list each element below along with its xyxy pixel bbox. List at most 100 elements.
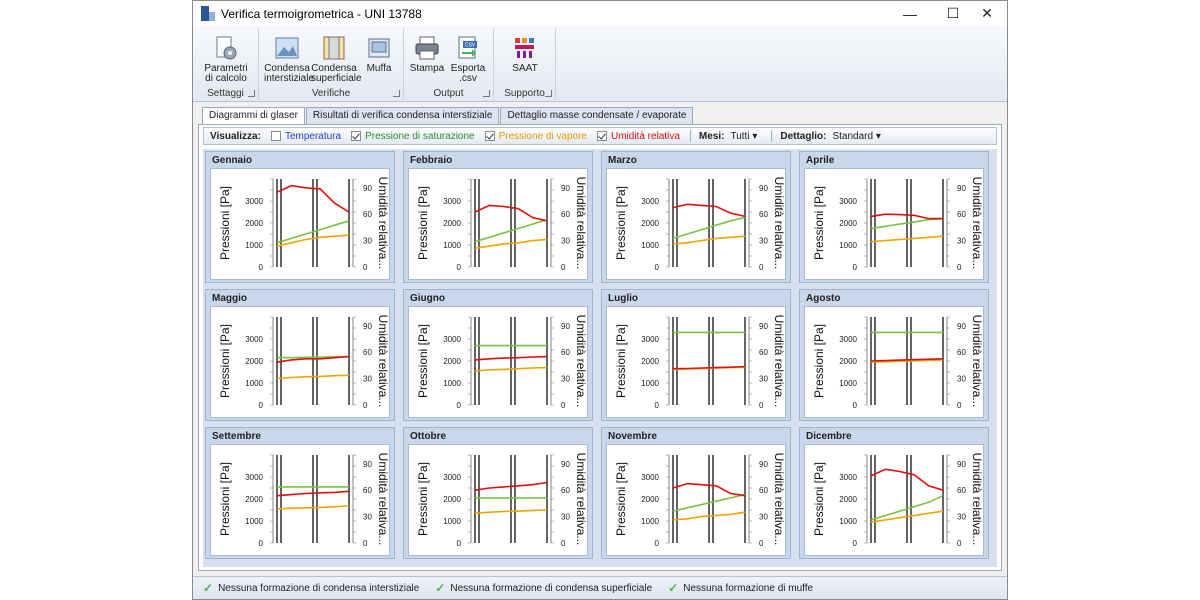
glaser-chart-grid: Gennaio Pressioni [Pa] Umidità relativa...… [203,149,997,567]
tick-label-right: 90 [957,184,966,193]
ribbon-group-label: Output [433,88,464,99]
maximize-button[interactable]: ☐ [946,5,960,21]
month-chart: Febbraio Pressioni [Pa] Umidità relativa..… [403,151,593,283]
month-title: Marzo [608,155,637,166]
checkbox[interactable] [351,131,362,141]
status-item: ✓ Nessuna formazione di muffe [668,581,813,595]
parametri-di-calcolo-button[interactable]: Parametri di calcolo [198,30,254,86]
toolbar-separator [771,130,773,142]
tick-label-left: 0 [655,263,660,272]
vapor-pressure-series-line [672,235,746,245]
vapor-pressure-series-line [474,366,548,372]
tick-label-left: 3000 [443,197,461,206]
tick-label-left: 2000 [839,357,857,366]
chart-area: Pressioni [Pa] Umidità relativa... 3000 200… [408,444,588,556]
y-axis-label-left: Pressioni [Pa] [614,186,628,260]
month-title: Aprile [806,155,835,166]
chart-area: Pressioni [Pa] Umidità relativa... 3000 200… [804,444,984,556]
tick-label-left: 0 [853,263,858,272]
mesi-dropdown[interactable]: Tutti ▾ [730,130,758,142]
title-bar: Verifica termoigrometrica - UNI 13788 — … [193,1,1007,26]
tick-label-right: 0 [363,263,368,272]
tab-dettaglio-masse[interactable]: Dettaglio masse condensate / evaporate [500,107,694,125]
month-title: Dicembre [806,431,852,442]
tick-label-right: 0 [759,539,764,548]
saturation-pressure-series-line [276,220,350,244]
month-chart: Agosto Pressioni [Pa] Umidità relativa... 3… [799,289,989,421]
condensa-interstiziale-button[interactable]: Condensa interstiziale [264,30,314,86]
humidity-series-line [870,213,943,220]
checkbox[interactable] [270,131,281,141]
tick-label-right: 90 [759,184,768,193]
dialog-launcher-icon[interactable] [248,90,255,97]
visualizza-option[interactable]: Pressione di saturazione [351,131,475,142]
stampa-button[interactable]: Stampa [407,30,447,86]
svg-text:CSV: CSV [465,43,476,49]
dialog-launcher-icon[interactable] [545,90,552,97]
tick-label-left: 0 [853,401,858,410]
y-axis-label-right: Umidità relativa... [970,453,983,546]
option-label: Umidità relativa [611,130,680,142]
tick-label-right: 60 [957,210,966,219]
chart-area: Pressioni [Pa] Umidità relativa... 3000 200… [408,168,588,280]
y-axis-label-left: Pressioni [Pa] [812,462,826,536]
tick-label-left: 3000 [245,335,263,344]
ribbon-group-supporto: SAAT Supporto [494,28,556,100]
ribbon-group-verifiche: Condensa interstiziale Condensa superfici… [259,28,404,100]
checkbox[interactable] [484,131,495,141]
visualizza-option[interactable]: Pressione di vapore [484,131,587,142]
tick-label-left: 2000 [245,219,263,228]
chart-area: Pressioni [Pa] Umidità relativa... 3000 200… [210,444,390,556]
printer-icon [415,36,439,60]
saat-logo-icon [515,38,534,58]
tick-label-left: 3000 [839,473,857,482]
chart-area: Pressioni [Pa] Umidità relativa... 3000 200… [210,306,390,418]
window-frame-icon [368,38,390,58]
tick-label-left: 3000 [839,197,857,206]
vapor-pressure-series-line [474,238,548,250]
visualizza-option[interactable]: Umidità relativa [597,131,680,142]
tab-risultati-condensa[interactable]: Risultati di verifica condensa interstiz… [305,107,500,125]
tick-label-left: 0 [259,401,264,410]
month-chart: Luglio Pressioni [Pa] Umidità relativa... 3… [601,289,791,421]
ribbon-button-label: Stampa [409,63,445,74]
saat-button[interactable]: SAAT [502,30,548,86]
check-icon: ✓ [203,581,214,595]
dialog-launcher-icon[interactable] [393,90,400,97]
dettaglio-dropdown[interactable]: Standard ▾ [832,130,881,142]
tab-diagrammi-glaser[interactable]: Diagrammi di glaser [202,107,305,126]
muffa-button[interactable]: Muffa [361,30,397,86]
esporta-csv-button[interactable]: CSV Esporta .csv [448,30,488,86]
tick-label-left: 2000 [443,357,461,366]
close-button[interactable]: ✕ [981,5,993,21]
y-axis-label-left: Pressioni [Pa] [614,462,628,536]
tick-label-left: 3000 [245,473,263,482]
visualizza-option[interactable]: Temperatura [270,131,341,142]
humidity-series-line [672,482,746,497]
chart-area: Pressioni [Pa] Umidità relativa... 3000 200… [210,168,390,280]
checkbox[interactable] [597,131,607,141]
humidity-series-line [672,365,746,370]
humidity-series-line [870,358,944,362]
humidity-series-line [474,204,548,222]
vapor-pressure-series-line [870,359,944,363]
tick-label-right: 60 [957,486,966,495]
condensa-superficiale-button[interactable]: Condensa superficiale [311,30,362,86]
tick-label-right: 30 [957,513,966,522]
glaser-diagram: Pressioni [Pa] Umidità relativa...3000200… [812,453,983,548]
tick-label-right: 30 [363,375,372,384]
tick-label-left: 1000 [245,241,263,250]
tick-label-left: 2000 [641,357,659,366]
y-axis-label-left: Pressioni [Pa] [416,462,430,536]
tick-label-left: 1000 [839,241,857,250]
y-axis-label-left: Pressioni [Pa] [416,186,430,260]
dialog-launcher-icon[interactable] [483,90,490,97]
minimize-button[interactable]: — [903,5,917,22]
tick-label-left: 1000 [839,517,857,526]
glaser-diagram: Pressioni [Pa] Umidità relativa...3000200… [218,177,389,272]
y-axis-label-left: Pressioni [Pa] [218,462,232,536]
tick-label-right: 30 [957,237,966,246]
tick-label-left: 2000 [641,219,659,228]
month-chart: Giugno Pressioni [Pa] Umidità relativa... 3… [403,289,593,421]
tab-strip: Diagrammi di glaser Risultati di verifica… [202,107,694,126]
